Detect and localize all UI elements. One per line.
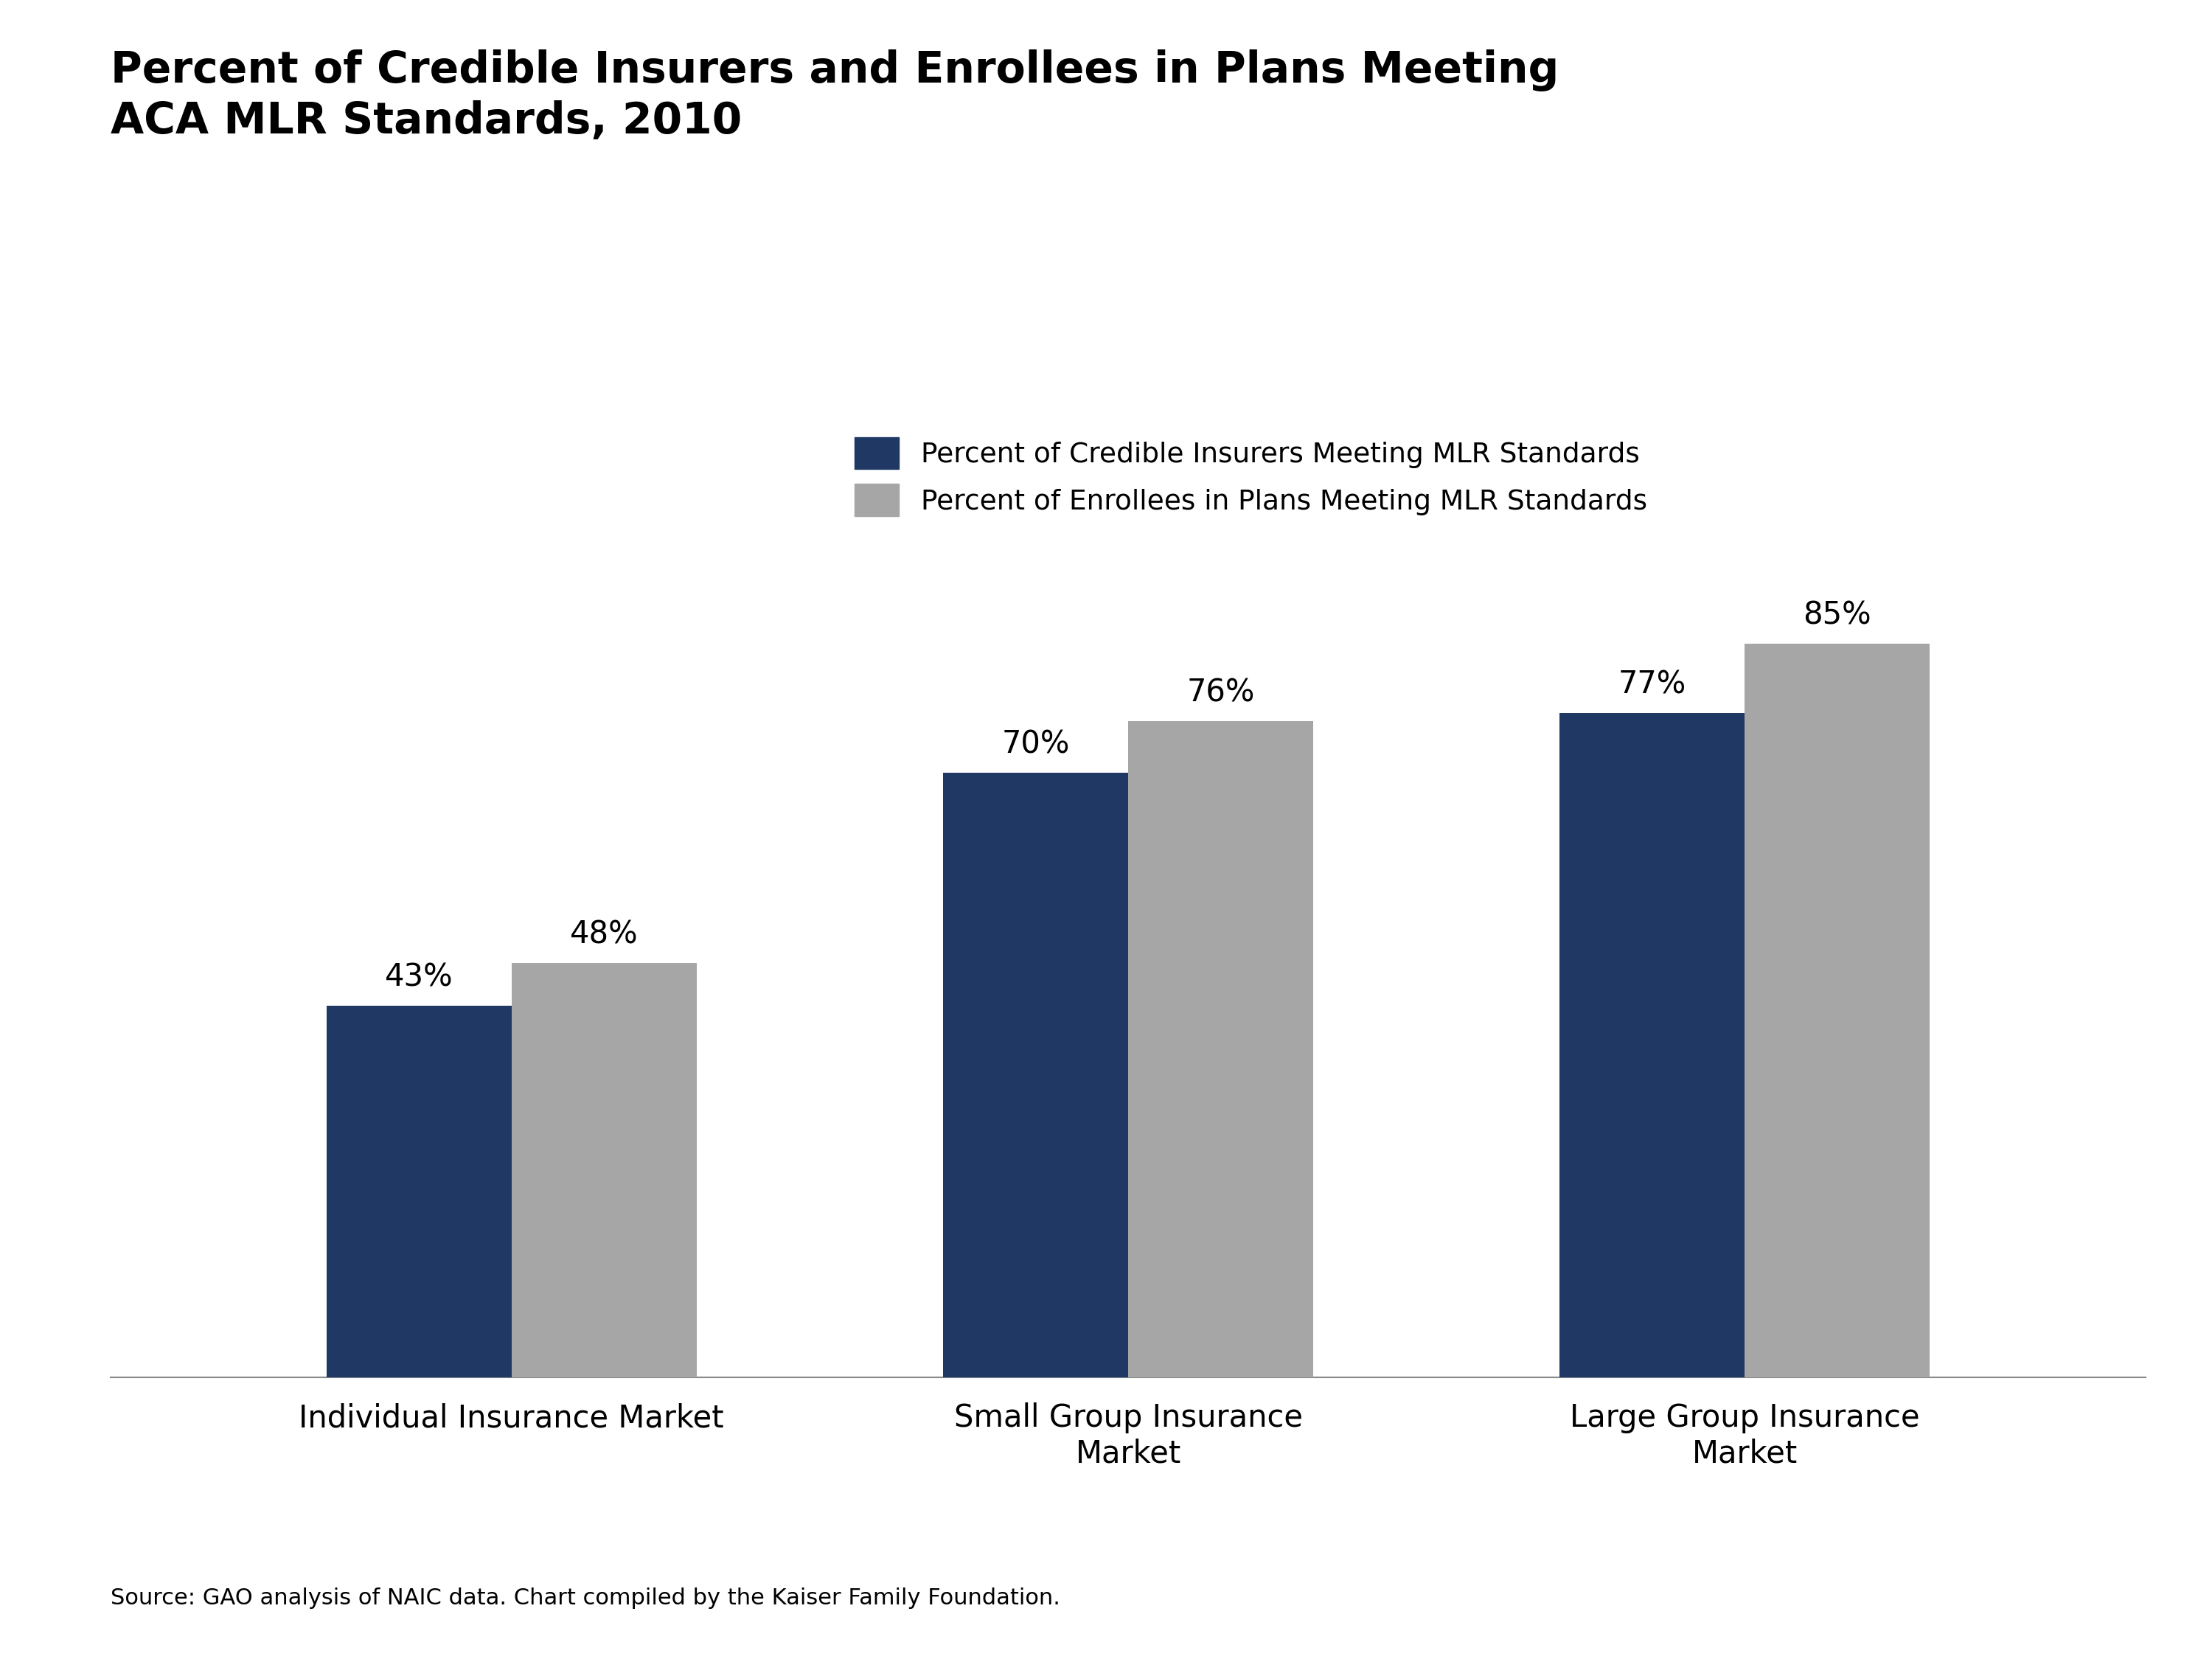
Text: 48%: 48%	[571, 919, 637, 951]
Text: 77%: 77%	[1619, 669, 1686, 700]
Text: 70%: 70%	[1002, 730, 1071, 760]
Legend: Percent of Credible Insurers Meeting MLR Standards, Percent of Enrollees in Plan: Percent of Credible Insurers Meeting MLR…	[854, 436, 1648, 516]
Bar	[1128, 722, 1314, 1377]
Text: FOUNDATION: FOUNDATION	[2006, 1588, 2064, 1598]
Text: Percent of Credible Insurers and Enrollees in Plans Meeting
ACA MLR Standards, 2: Percent of Credible Insurers and Enrolle…	[111, 50, 1559, 143]
Text: THE HENRY J.: THE HENRY J.	[2006, 1483, 2064, 1493]
Text: FAMILY: FAMILY	[2004, 1551, 2066, 1564]
Bar	[511, 962, 697, 1377]
Bar	[942, 773, 1128, 1377]
Bar	[327, 1005, 511, 1377]
Text: KAISER: KAISER	[2002, 1518, 2068, 1531]
Text: 85%: 85%	[1803, 601, 1871, 630]
Text: 43%: 43%	[385, 962, 453, 994]
Bar	[1559, 713, 1745, 1377]
Bar	[1745, 644, 1929, 1377]
Text: 76%: 76%	[1186, 677, 1254, 708]
Text: Source: GAO analysis of NAIC data. Chart compiled by the Kaiser Family Foundatio: Source: GAO analysis of NAIC data. Chart…	[111, 1588, 1060, 1609]
